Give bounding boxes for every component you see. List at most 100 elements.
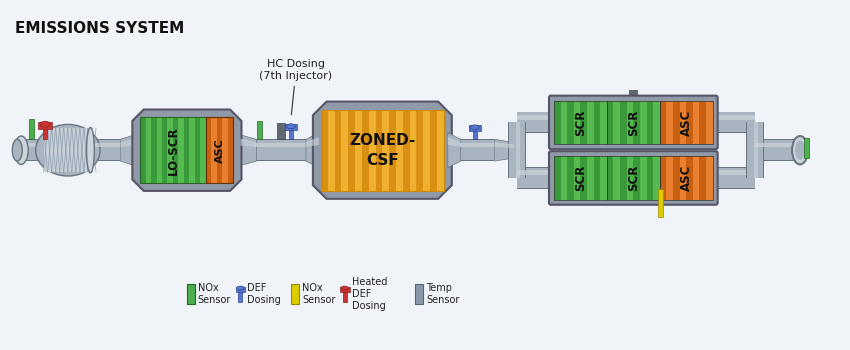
Bar	[460, 140, 495, 160]
Bar	[255, 139, 306, 161]
Bar	[518, 112, 554, 132]
Bar	[693, 100, 700, 144]
Bar	[680, 100, 686, 144]
Bar	[518, 167, 554, 189]
Text: ASC: ASC	[680, 109, 693, 135]
Bar	[277, 124, 285, 139]
Bar	[423, 110, 430, 191]
Bar	[714, 167, 756, 189]
Bar	[706, 156, 712, 200]
Bar	[321, 110, 328, 191]
Bar	[706, 100, 712, 144]
Bar	[285, 124, 297, 130]
Text: LO-SCR: LO-SCR	[167, 126, 179, 175]
Bar	[403, 110, 410, 191]
Bar	[518, 170, 554, 175]
Text: ZONED-
CSF: ZONED- CSF	[349, 133, 416, 168]
Polygon shape	[241, 135, 257, 166]
Bar	[235, 287, 246, 292]
Bar	[257, 121, 262, 139]
Bar	[43, 126, 47, 139]
Bar	[756, 142, 797, 147]
Bar	[348, 110, 355, 191]
Bar	[614, 156, 620, 200]
Bar	[714, 112, 756, 132]
Bar	[647, 156, 653, 200]
Ellipse shape	[40, 121, 50, 127]
Bar	[673, 156, 680, 200]
Bar	[340, 287, 349, 292]
Bar	[756, 140, 797, 160]
Bar	[343, 289, 347, 302]
Bar	[382, 110, 389, 191]
Bar	[747, 122, 763, 178]
Polygon shape	[495, 142, 514, 148]
Text: NOx
Sensor: NOx Sensor	[302, 283, 336, 305]
Bar	[178, 118, 184, 183]
Bar	[509, 122, 525, 178]
Bar	[43, 128, 92, 172]
Bar	[714, 168, 756, 188]
Bar	[184, 118, 190, 183]
Bar	[410, 110, 416, 191]
Bar	[17, 139, 65, 161]
Bar	[518, 115, 554, 120]
Bar	[212, 118, 221, 134]
Ellipse shape	[795, 140, 805, 160]
Bar	[607, 156, 614, 200]
Bar	[666, 156, 673, 200]
Bar	[460, 139, 495, 161]
Bar	[17, 142, 65, 147]
Bar	[660, 100, 666, 144]
FancyBboxPatch shape	[549, 96, 717, 149]
Ellipse shape	[14, 136, 28, 164]
Bar	[195, 118, 200, 183]
Bar	[335, 110, 342, 191]
Bar	[151, 118, 156, 183]
Bar	[145, 118, 151, 183]
Bar	[614, 100, 620, 144]
Bar	[593, 100, 600, 144]
Bar	[190, 118, 195, 183]
Polygon shape	[448, 133, 461, 168]
Bar	[554, 100, 607, 144]
Polygon shape	[121, 135, 134, 166]
Bar	[17, 140, 65, 160]
Bar	[660, 156, 712, 200]
Bar	[756, 139, 797, 161]
Ellipse shape	[87, 127, 94, 173]
Bar	[600, 100, 607, 144]
Ellipse shape	[12, 139, 22, 161]
Bar	[561, 100, 567, 144]
Polygon shape	[121, 139, 134, 147]
Bar	[626, 100, 633, 144]
Bar	[693, 156, 700, 200]
Bar	[660, 156, 666, 200]
Bar	[653, 156, 660, 200]
Bar	[156, 118, 162, 183]
Bar	[647, 100, 653, 144]
Text: SCR: SCR	[626, 109, 640, 135]
Bar	[593, 156, 600, 200]
Bar	[620, 156, 626, 200]
Bar	[415, 284, 423, 304]
Bar	[581, 100, 587, 144]
Bar	[640, 156, 647, 200]
Bar	[518, 112, 554, 133]
Polygon shape	[448, 137, 461, 147]
Bar	[554, 156, 561, 200]
Bar	[686, 156, 693, 200]
Bar	[714, 170, 756, 175]
Bar	[629, 90, 638, 106]
Bar	[460, 142, 495, 147]
Bar	[554, 100, 561, 144]
Bar	[29, 119, 34, 139]
Bar	[587, 156, 593, 200]
Bar	[561, 156, 567, 200]
Bar	[228, 118, 234, 183]
Bar	[140, 118, 145, 183]
Bar	[255, 140, 306, 160]
Bar	[376, 110, 382, 191]
Bar	[658, 189, 663, 217]
Bar	[746, 122, 764, 178]
